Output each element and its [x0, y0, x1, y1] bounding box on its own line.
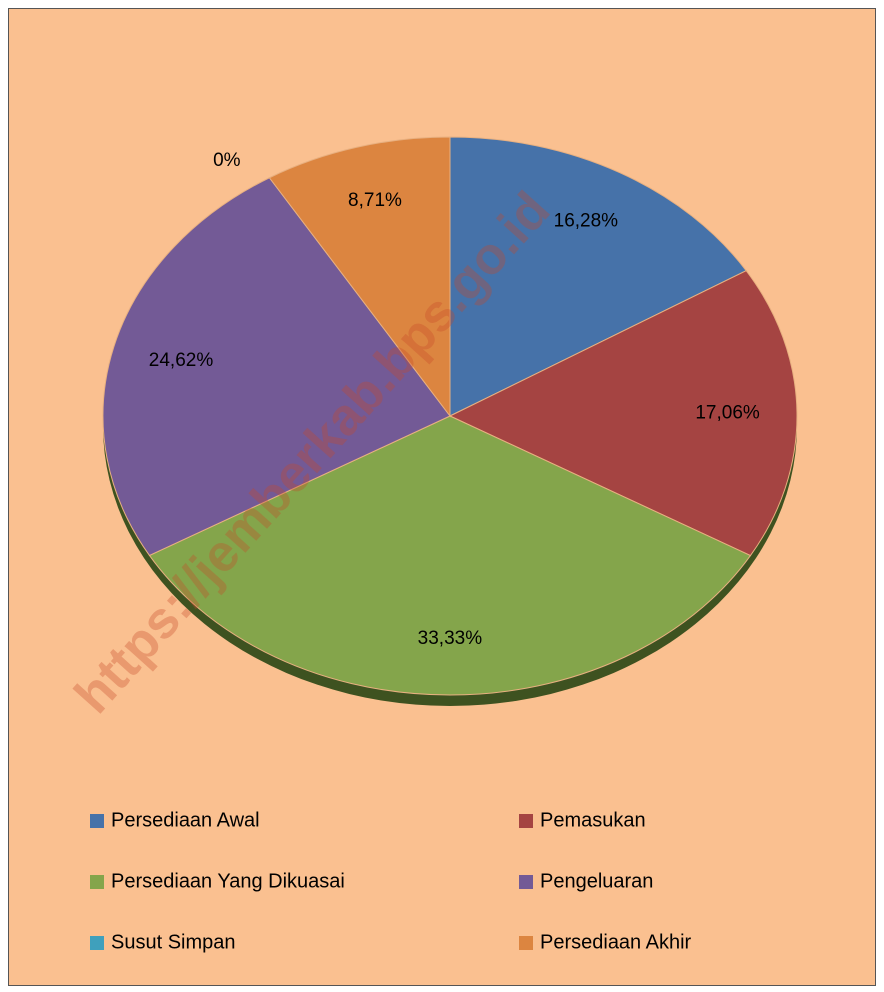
- data-label: 16,28%: [554, 210, 619, 231]
- legend-swatch: [519, 936, 533, 950]
- legend-swatch: [519, 814, 533, 828]
- legend-label: Pemasukan: [540, 809, 646, 831]
- legend-label: Persediaan Awal: [111, 809, 260, 831]
- data-label: 8,71%: [348, 190, 402, 211]
- data-label: 0%: [213, 150, 241, 171]
- pie: [102, 136, 798, 696]
- pie-slice: [449, 136, 747, 417]
- data-label: 33,33%: [418, 628, 483, 649]
- pie-slice: [102, 177, 451, 557]
- legend-swatch: [519, 875, 533, 889]
- data-label: 24,62%: [149, 350, 214, 371]
- legend-swatch: [90, 814, 104, 828]
- legend-label: Pengeluaran: [540, 870, 653, 892]
- data-label: 17,06%: [695, 402, 760, 423]
- pie-slice: [268, 136, 451, 418]
- legend-swatch: [90, 936, 104, 950]
- pie-slice: [448, 270, 798, 557]
- legend-label: Persediaan Akhir: [540, 931, 692, 953]
- pie-slice: [148, 415, 752, 696]
- legend-label: Susut Simpan: [111, 931, 236, 953]
- data-labels: 16,28% 17,06% 33,33% 24,62% 0% 8,71%: [149, 150, 760, 649]
- legend-label: Persediaan Yang Dikuasai: [111, 870, 345, 892]
- legend: Persediaan Awal Pemasukan Persediaan Yang …: [90, 809, 692, 953]
- legend-swatch: [90, 875, 104, 889]
